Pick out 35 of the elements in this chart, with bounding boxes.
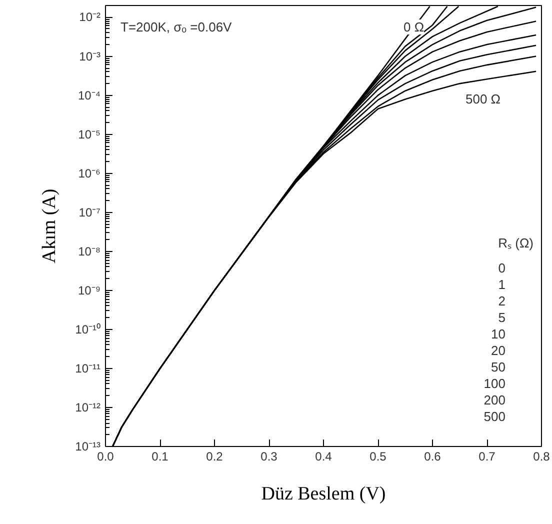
x-tick-label: 0.6 — [424, 450, 442, 464]
x-axis-title: Düz Beslem (V) — [261, 484, 386, 504]
y-tick-label: 10⁻² — [79, 10, 101, 24]
annotation: 0 — [498, 260, 506, 276]
annotation: 20 — [491, 343, 506, 358]
y-tick-label: 10⁻⁷ — [78, 205, 101, 220]
y-tick-label: 10⁻¹² — [75, 400, 101, 414]
y-tick-label: 10⁻³ — [79, 49, 101, 64]
annotation: 10 — [491, 326, 506, 342]
annotation: 500 Ω — [466, 92, 501, 106]
annotation: 0 Ω — [404, 20, 424, 34]
y-tick-label: 10⁻⁹ — [78, 283, 101, 298]
annotation: 50 — [491, 360, 506, 374]
x-tick-label: 0.4 — [315, 450, 332, 464]
annotation: 2 — [498, 294, 506, 308]
x-tick-label: 0.1 — [152, 450, 169, 464]
annotation: 1 — [498, 277, 506, 292]
x-tick-label: 0.3 — [260, 450, 278, 464]
x-tick-label: 0.8 — [533, 450, 550, 464]
annotation: 200 — [484, 392, 506, 408]
x-tick-label: 0.5 — [370, 450, 387, 464]
annotation: Rₛ (Ω) — [498, 236, 534, 250]
x-tick-label: 0.2 — [206, 450, 224, 464]
annotation: 500 — [484, 409, 506, 424]
y-tick-label: 10⁻⁴ — [78, 88, 101, 102]
annotation: 5 — [498, 310, 506, 325]
y-tick-label: 10⁻¹⁰ — [75, 322, 100, 336]
annotation: T=200K, σₒ =0.06V — [120, 20, 232, 34]
y-axis-title: Akım (A) — [39, 188, 60, 264]
y-tick-label: 10⁻¹¹ — [75, 361, 101, 376]
y-tick-label: 10⁻⁶ — [78, 166, 101, 180]
x-tick-label: 0.7 — [478, 450, 496, 464]
y-tick-label: 10⁻⁵ — [78, 127, 101, 142]
annotation: 100 — [484, 376, 506, 391]
y-tick-label: 10⁻⁸ — [78, 244, 101, 258]
